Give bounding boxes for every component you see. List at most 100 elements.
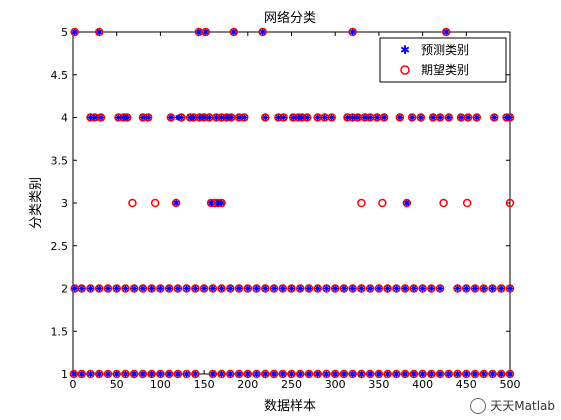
predicted-class-point (71, 285, 78, 292)
predicted-class-point (192, 371, 199, 377)
predicted-class-point (259, 29, 266, 35)
expected-class-point (147, 369, 156, 379)
predicted-class-point (96, 29, 103, 35)
expected-class-point (453, 284, 462, 293)
predicted-class-point (174, 114, 181, 121)
expected-class-point (444, 369, 454, 379)
expected-class-point (69, 369, 79, 379)
expected-class-point (243, 369, 253, 379)
expected-class-point (322, 369, 331, 379)
expected-class-point (505, 284, 515, 293)
predicted-class-point (96, 285, 103, 292)
expected-class-point (407, 113, 417, 122)
predicted-class-point (358, 285, 365, 292)
predicted-class-point (297, 371, 304, 377)
expected-class-point (490, 113, 499, 122)
predicted-class-point (113, 285, 120, 292)
expected-class-point (327, 113, 336, 122)
predicted-class-point (280, 114, 287, 121)
expected-class-point (497, 284, 506, 293)
predicted-class-point (354, 114, 361, 121)
predicted-class-point (113, 371, 120, 377)
predicted-class-point (166, 371, 173, 377)
expected-class-point (378, 198, 387, 208)
predicted-class-point (454, 371, 461, 377)
predicted-class-point (262, 285, 269, 292)
expected-class-point (226, 369, 235, 379)
predicted-class-point (215, 200, 222, 206)
expected-class-point (129, 369, 139, 379)
expected-class-point (409, 369, 419, 379)
predicted-class-point (375, 371, 382, 377)
expected-class-point (191, 369, 200, 379)
predicted-class-point (122, 285, 129, 292)
x-tick-label: 250 (281, 378, 302, 391)
expected-class-point (463, 113, 473, 122)
expected-class-point (261, 284, 270, 293)
expected-class-point (444, 113, 454, 122)
legend-marker-predicted: ✱ (400, 43, 410, 57)
predicted-class-point (402, 285, 409, 292)
expected-class-point (339, 369, 349, 379)
predicted-class-point (349, 29, 356, 35)
expected-class-point (138, 284, 148, 293)
expected-class-point (261, 369, 270, 379)
predicted-class-point (393, 371, 400, 377)
predicted-class-point (304, 114, 311, 121)
predicted-class-point (230, 29, 237, 35)
expected-class-point (229, 27, 239, 37)
expected-class-point (383, 284, 392, 293)
expected-class-point (472, 113, 482, 122)
expected-class-point (171, 198, 181, 208)
expected-class-point (462, 369, 471, 379)
expected-class-point (383, 369, 392, 379)
predicted-class-point (298, 114, 305, 121)
predicted-class-point (419, 285, 426, 292)
predicted-class-point (328, 114, 335, 121)
predicted-class-point (445, 371, 452, 377)
expected-class-point (313, 369, 322, 379)
predicted-class-point (340, 285, 347, 292)
y-tick-label: 3.5 (51, 154, 69, 167)
predicted-class-point (290, 114, 297, 121)
predicted-class-point (288, 285, 295, 292)
predicted-class-point (209, 285, 216, 292)
predicted-class-point (349, 285, 356, 292)
expected-class-point (330, 284, 340, 293)
expected-class-point (191, 284, 200, 293)
predicted-class-point (174, 371, 181, 377)
expected-class-point (357, 369, 366, 379)
expected-class-point (164, 369, 174, 379)
y-tick-label: 2.5 (51, 240, 69, 253)
y-tick-label: 3 (61, 197, 68, 210)
expected-class-point (462, 284, 471, 293)
y-axis-ticks: 1 1.5 2 2.5 3 3.5 4 4.5 5 (51, 26, 510, 381)
predicted-class-point (206, 114, 213, 121)
predicted-class-point (201, 114, 208, 121)
predicted-class-point (507, 285, 513, 292)
x-tick-label: 300 (325, 378, 346, 391)
watermark: 天天Matlab (470, 397, 555, 414)
expected-class-point (234, 284, 244, 293)
predicted-class-point (384, 371, 391, 377)
predicted-class-point (489, 371, 496, 377)
chart-title: 网络分类 (264, 10, 316, 26)
expected-class-point (182, 369, 191, 379)
predicted-class-point (262, 371, 269, 377)
predicted-class-point (218, 285, 225, 292)
expected-class-point (112, 369, 121, 379)
expected-class-point (182, 284, 191, 293)
predicted-class-point (472, 371, 479, 377)
predicted-class-point (157, 371, 164, 377)
expected-class-point (166, 113, 176, 122)
predicted-class-point (428, 371, 435, 377)
expected-class-point (86, 369, 95, 379)
expected-class-point (339, 284, 349, 293)
predicted-class-point (178, 114, 185, 121)
predicted-class-point (321, 114, 328, 121)
predicted-class-point (87, 285, 94, 292)
predicted-class-point (374, 114, 381, 121)
predicted-class-point (139, 371, 146, 377)
expected-class-point (357, 284, 366, 293)
